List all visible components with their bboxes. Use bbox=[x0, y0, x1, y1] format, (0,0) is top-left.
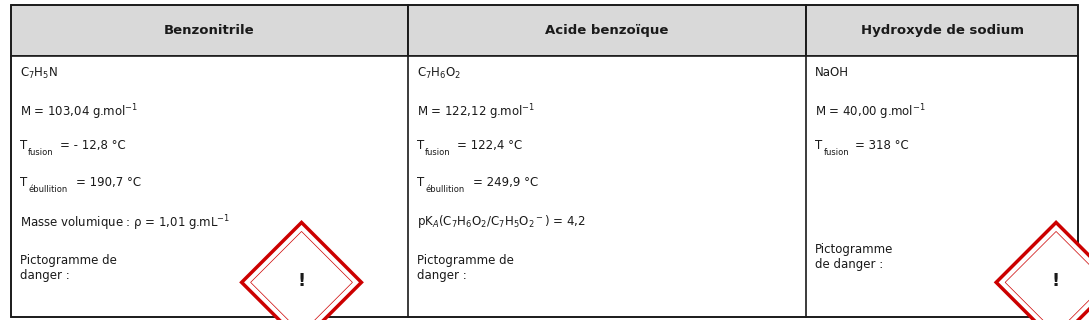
Text: T: T bbox=[417, 140, 424, 153]
Text: M = 40,00 g.mol$^{-1}$: M = 40,00 g.mol$^{-1}$ bbox=[815, 103, 926, 122]
Text: C$_7$H$_5$N: C$_7$H$_5$N bbox=[20, 66, 58, 81]
Text: fusion: fusion bbox=[823, 148, 849, 157]
Text: = 318 °C: = 318 °C bbox=[855, 140, 908, 153]
Text: fusion: fusion bbox=[426, 148, 451, 157]
Text: T: T bbox=[417, 176, 424, 189]
Text: T: T bbox=[20, 140, 27, 153]
Text: = 249,9 °C: = 249,9 °C bbox=[474, 176, 538, 189]
Text: = 122,4 °C: = 122,4 °C bbox=[456, 140, 522, 153]
Text: C$_7$H$_6$O$_2$: C$_7$H$_6$O$_2$ bbox=[417, 66, 461, 81]
Text: Benzonitrile: Benzonitrile bbox=[164, 24, 255, 37]
Text: Hydroxyde de sodium: Hydroxyde de sodium bbox=[860, 24, 1024, 37]
Polygon shape bbox=[996, 222, 1089, 320]
Text: Masse volumique : ρ = 1,01 g.mL$^{-1}$: Masse volumique : ρ = 1,01 g.mL$^{-1}$ bbox=[20, 213, 230, 233]
Text: Pictogramme
de danger :: Pictogramme de danger : bbox=[815, 243, 893, 270]
Text: fusion: fusion bbox=[28, 148, 54, 157]
Text: NaOH: NaOH bbox=[815, 66, 848, 79]
Text: Acide benzoïque: Acide benzoïque bbox=[546, 24, 669, 37]
Text: pK$_A$(C$_7$H$_6$O$_2$/C$_7$H$_5$O$_2$$^-$) = 4,2: pK$_A$(C$_7$H$_6$O$_2$/C$_7$H$_5$O$_2$$^… bbox=[417, 213, 585, 230]
Bar bbox=[11, 56, 1078, 317]
Polygon shape bbox=[242, 222, 362, 320]
Bar bbox=[806, 5, 1078, 56]
Text: Pictogramme de
danger :: Pictogramme de danger : bbox=[417, 253, 514, 282]
Text: ébullition: ébullition bbox=[28, 185, 68, 194]
Polygon shape bbox=[250, 231, 353, 320]
Text: T: T bbox=[20, 176, 27, 189]
Text: M = 103,04 g.mol$^{-1}$: M = 103,04 g.mol$^{-1}$ bbox=[20, 103, 137, 122]
Text: T: T bbox=[815, 140, 822, 153]
Text: = - 12,8 °C: = - 12,8 °C bbox=[60, 140, 125, 153]
Text: M = 122,12 g.mol$^{-1}$: M = 122,12 g.mol$^{-1}$ bbox=[417, 103, 535, 122]
Text: !: ! bbox=[1052, 272, 1060, 290]
Bar bbox=[11, 5, 408, 56]
Text: = 190,7 °C: = 190,7 °C bbox=[76, 176, 142, 189]
Polygon shape bbox=[1005, 231, 1089, 320]
Text: !: ! bbox=[297, 272, 306, 290]
Text: ébullition: ébullition bbox=[426, 185, 465, 194]
Text: Pictogramme de
danger :: Pictogramme de danger : bbox=[20, 253, 117, 282]
Bar bbox=[408, 5, 806, 56]
